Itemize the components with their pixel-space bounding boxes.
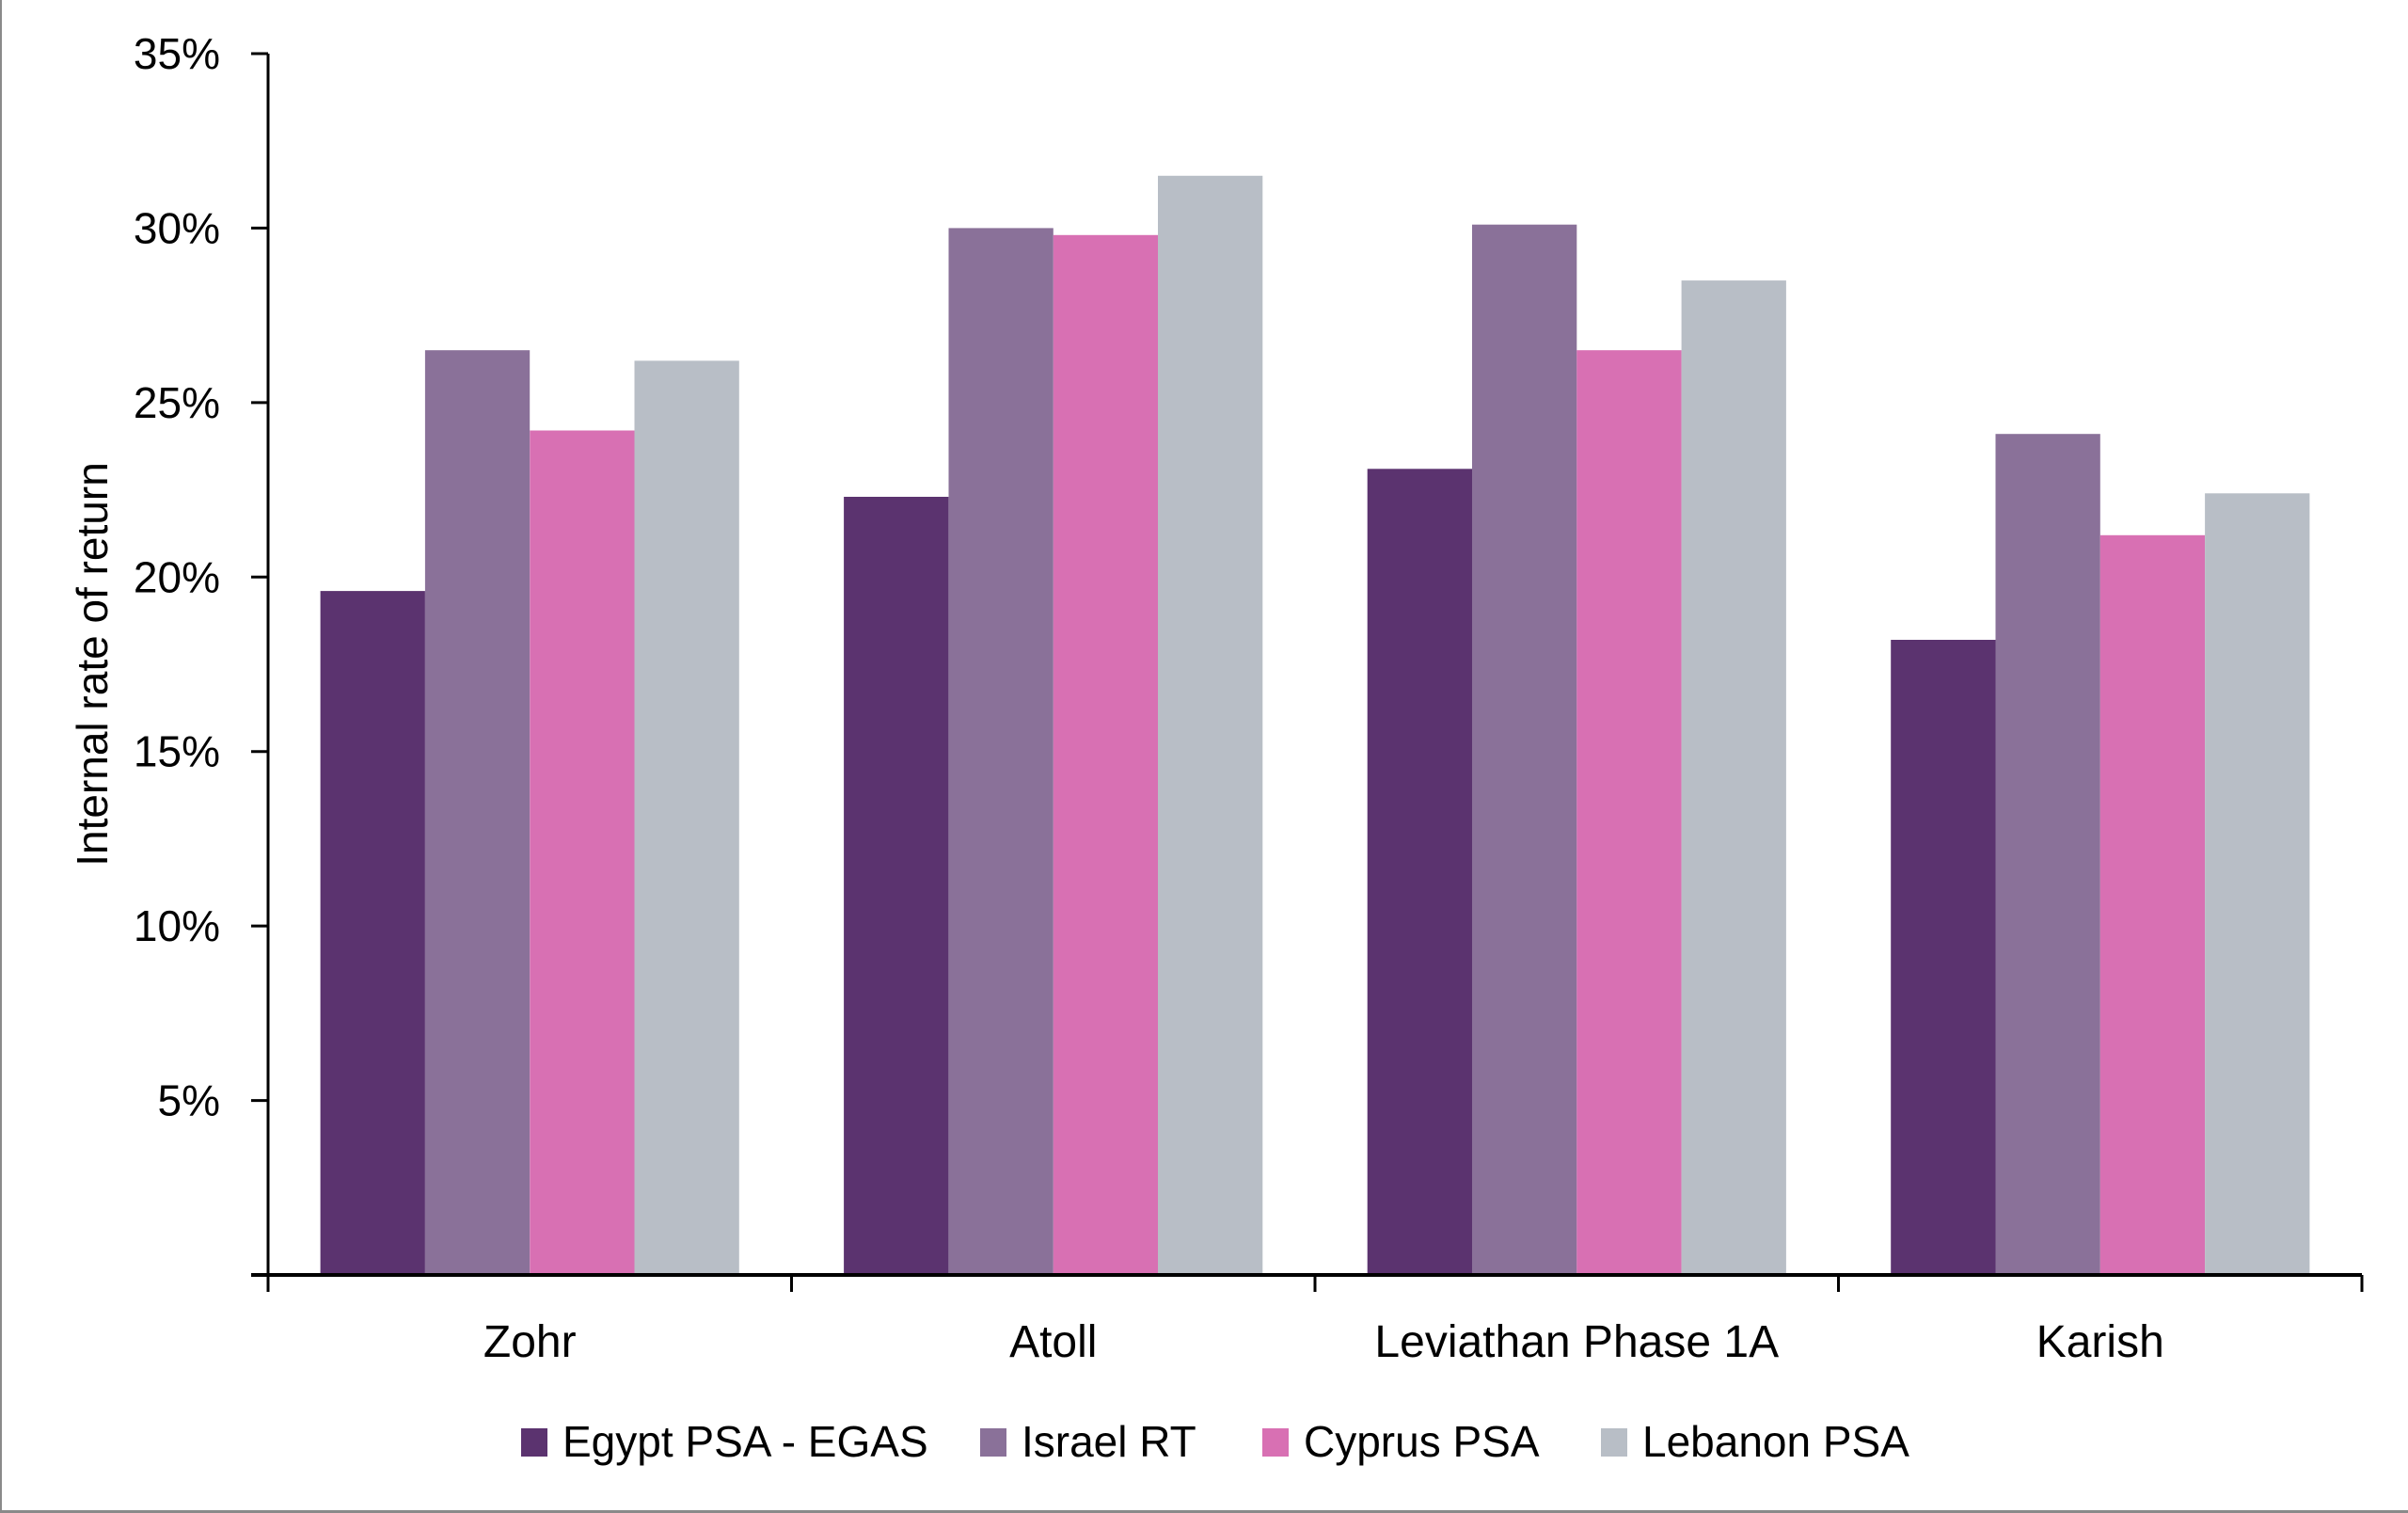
bar-karish-egypt-psa-egas [1891, 640, 1996, 1275]
x-category-label: Atoll [1009, 1317, 1097, 1367]
legend-swatch [521, 1428, 547, 1457]
bar-atoll-egypt-psa-egas [844, 497, 949, 1275]
legend-label: Lebanon PSA [1642, 1417, 1909, 1466]
y-tick-label: 10% [134, 901, 220, 950]
x-category-label: Leviathan Phase 1A [1374, 1317, 1779, 1367]
x-category-label: Karish [2036, 1317, 2164, 1367]
bar-karish-lebanon-psa [2205, 493, 2310, 1275]
bar-karish-israel-rt [1995, 434, 2100, 1275]
y-axis-title: Internal rate of return [68, 462, 117, 867]
bar-atoll-lebanon-psa [1158, 175, 1263, 1275]
legend-item: Cyprus PSA [1262, 1417, 1540, 1466]
legend-label: Egypt PSA - EGAS [562, 1417, 928, 1466]
x-ticks [266, 1275, 2364, 1292]
y-tick-label: 30% [134, 203, 220, 252]
y-ticks: 5% 10% 15% 20% 25% 30% 35% [134, 29, 268, 1125]
legend-label: Cyprus PSA [1304, 1417, 1540, 1466]
axes-layer [251, 54, 2362, 1292]
legend: Egypt PSA - EGAS Israel RT Cyprus PSA Leban… [521, 1417, 1909, 1466]
y-tick-label: 15% [134, 727, 220, 776]
y-tick-label: 5% [158, 1076, 220, 1125]
y-tick-label: 35% [134, 29, 220, 78]
legend-item: Lebanon PSA [1601, 1417, 1909, 1466]
x-category-label: Zohr [483, 1317, 577, 1367]
bar-zohr-israel-rt [424, 350, 531, 1275]
bar-zohr-egypt-psa-egas [320, 591, 425, 1275]
bar-atoll-cyprus-psa [1053, 234, 1159, 1275]
bar-leviathan-phase-1a-israel-rt [1472, 224, 1577, 1276]
bar-leviathan-phase-1a-egypt-psa-egas [1367, 469, 1472, 1275]
legend-item: Israel RT [980, 1417, 1196, 1466]
legend-item: Egypt PSA - EGAS [521, 1417, 928, 1466]
bars-layer [320, 175, 2310, 1276]
y-tick-label: 25% [134, 378, 220, 427]
legend-swatch [1262, 1428, 1289, 1457]
y-tick-label: 20% [134, 552, 220, 601]
legend-swatch [980, 1428, 1006, 1457]
bar-karish-cyprus-psa [2099, 534, 2206, 1275]
bar-atoll-israel-rt [948, 228, 1054, 1275]
category-labels: Zohr Atoll Leviathan Phase 1A Karish [483, 1317, 2164, 1367]
legend-label: Israel RT [1022, 1417, 1196, 1466]
bar-leviathan-phase-1a-cyprus-psa [1576, 350, 1682, 1275]
bar-leviathan-phase-1a-lebanon-psa [1681, 280, 1786, 1276]
legend-swatch [1601, 1428, 1627, 1457]
bar-zohr-lebanon-psa [634, 360, 739, 1275]
bar-zohr-cyprus-psa [530, 430, 635, 1275]
